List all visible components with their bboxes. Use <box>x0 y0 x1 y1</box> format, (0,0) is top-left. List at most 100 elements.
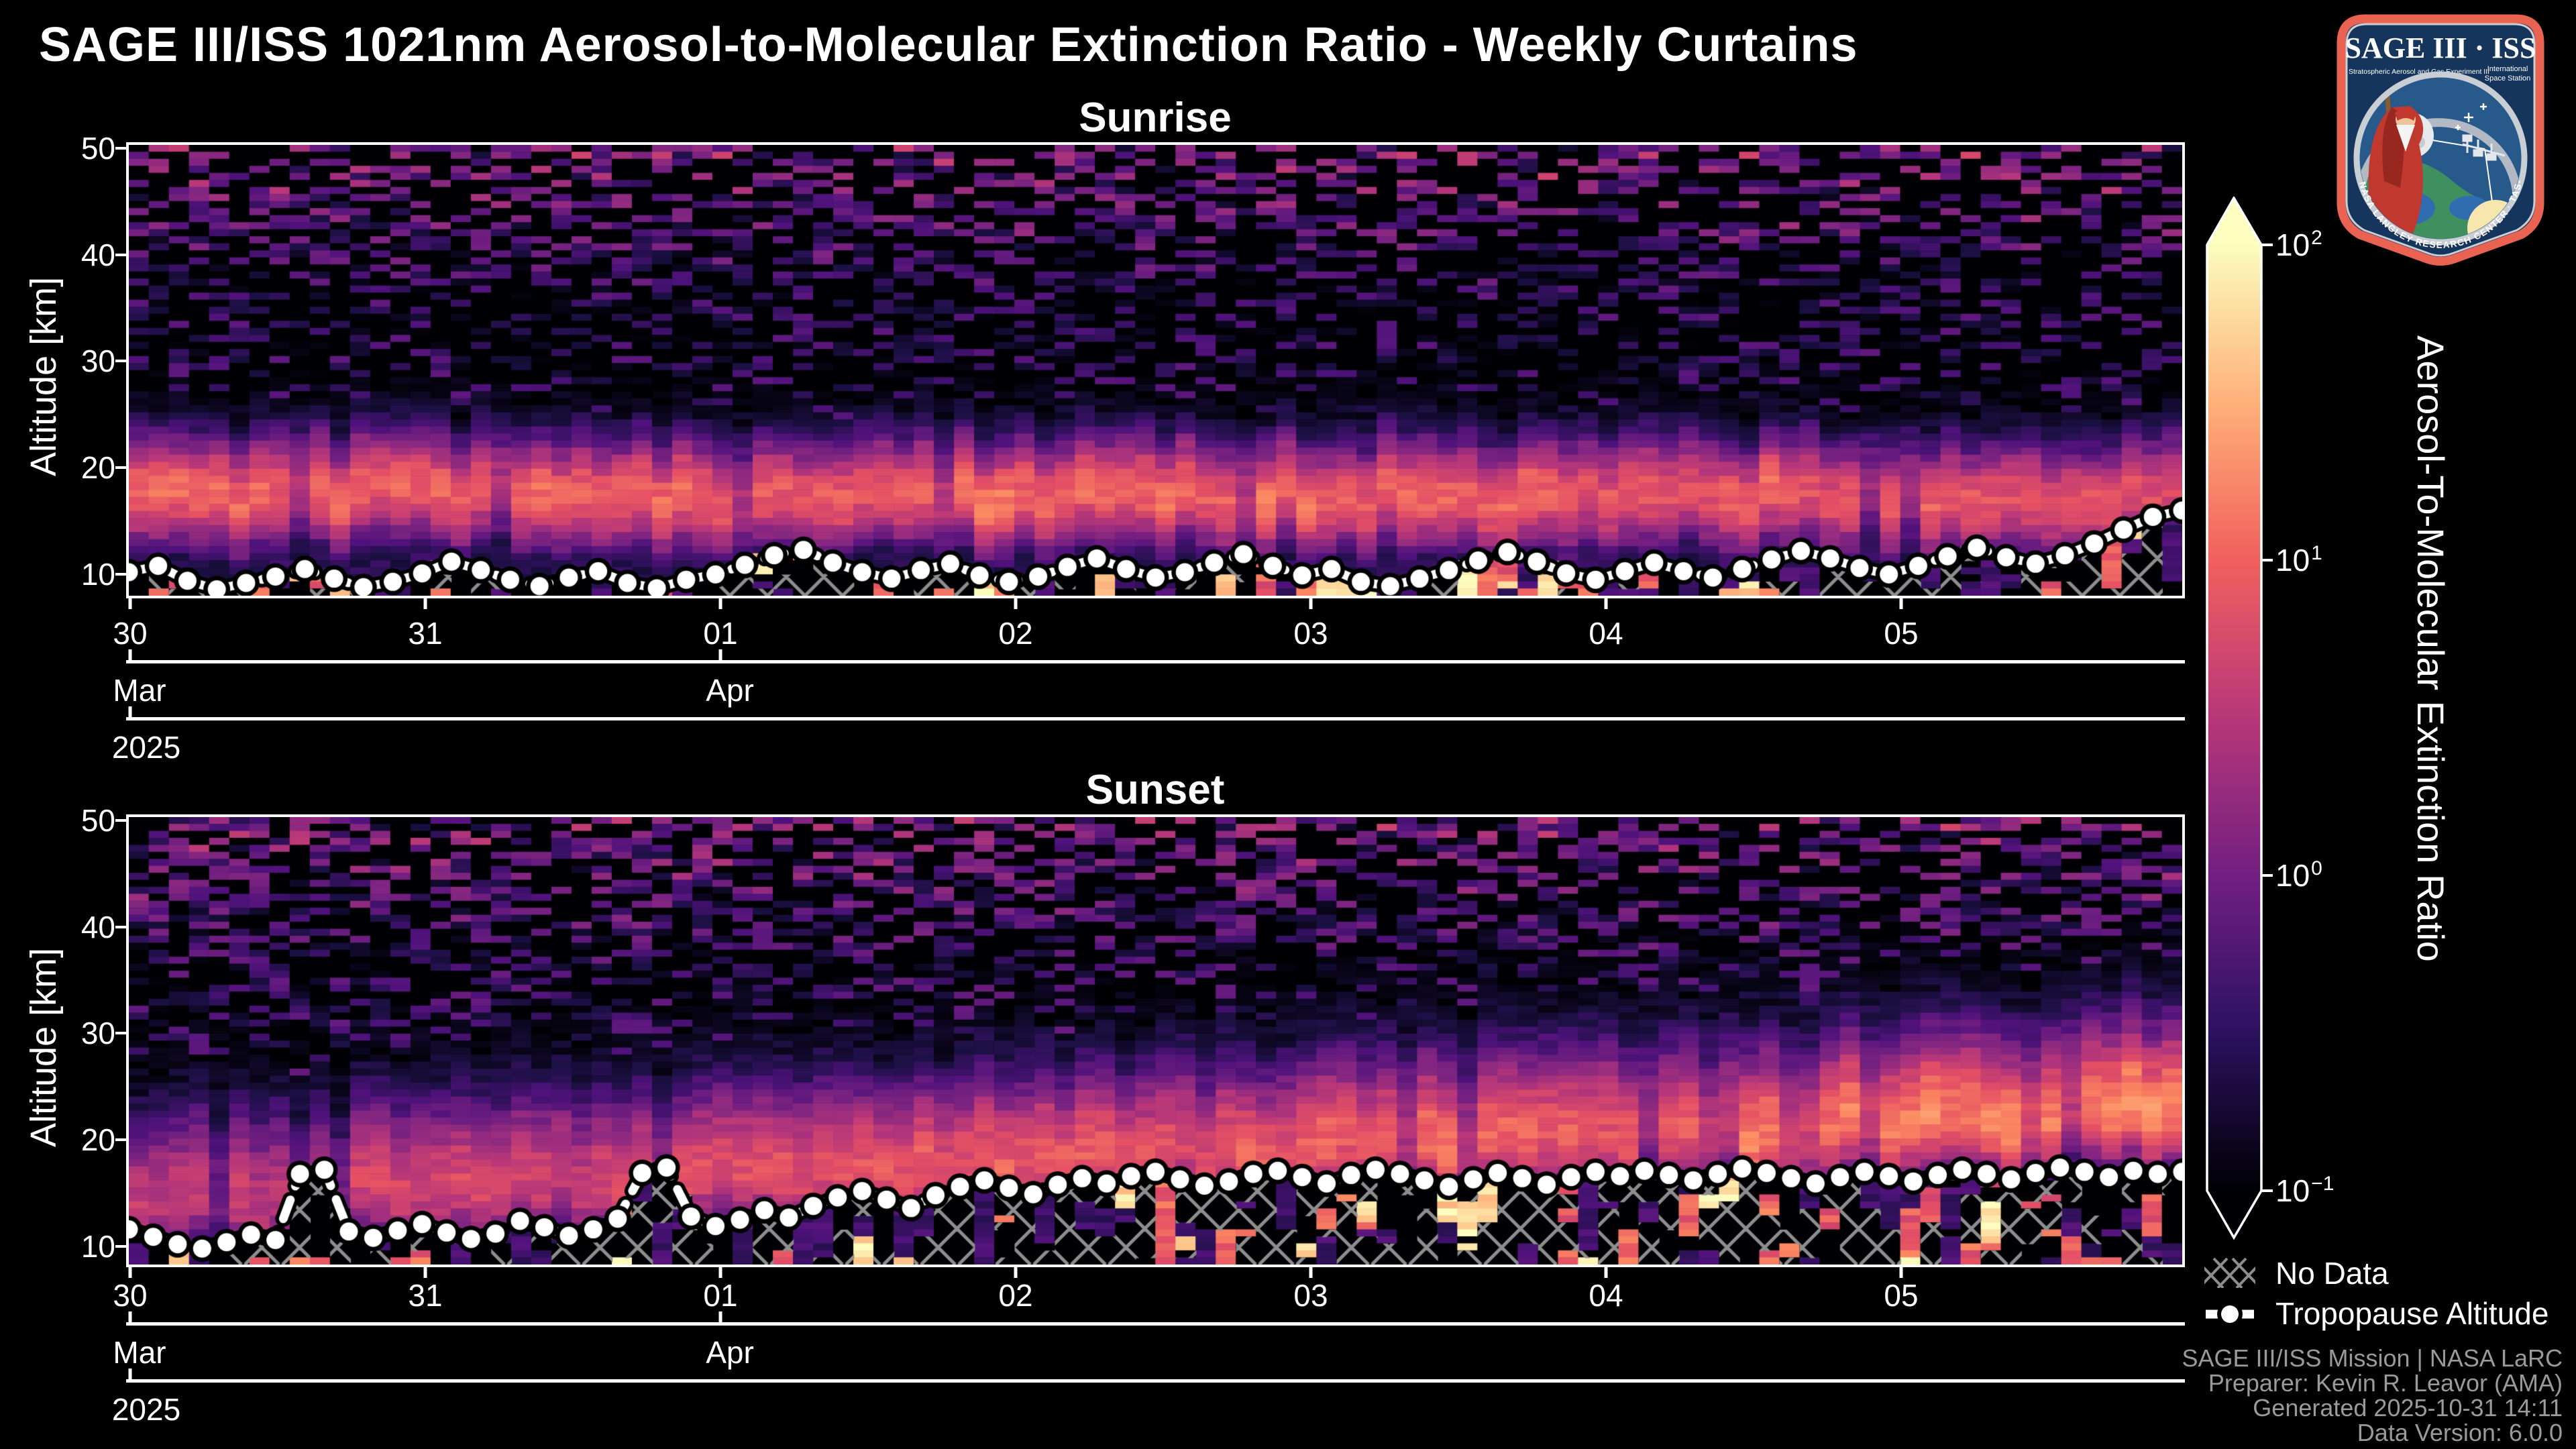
colorbar-tick-label: 100 <box>2275 857 2322 893</box>
y-tick-label: 10 <box>80 557 115 592</box>
legend-tropopause-label: Tropopause Altitude <box>2275 1296 2549 1331</box>
x-tick-mark <box>1014 1267 1018 1278</box>
sunrise-heatmap-canvas <box>129 145 2182 596</box>
x-tick-mark <box>128 598 132 609</box>
logo-iss-text-1: International <box>2487 65 2528 73</box>
y-tick-mark <box>115 1245 126 1248</box>
tropopause-swatch <box>2206 1301 2254 1327</box>
y-tick-mark <box>115 146 126 150</box>
month-tick-label: Mar <box>113 673 166 708</box>
y-tick-mark <box>115 1138 126 1142</box>
y-tick-mark <box>115 925 126 928</box>
x-tick-mark <box>1899 1267 1903 1278</box>
x-tick-label: 30 <box>113 616 148 651</box>
x-tick-mark <box>128 1267 132 1278</box>
y-tick-mark <box>115 466 126 470</box>
legend-no-data-label: No Data <box>2275 1256 2389 1291</box>
colorbar-tick-label: 101 <box>2275 542 2322 578</box>
x-tick-label: 02 <box>998 1278 1033 1313</box>
month-tick-mark <box>128 1311 132 1322</box>
x-tick-mark <box>1604 1267 1608 1278</box>
y-tick-label: 10 <box>80 1229 115 1264</box>
x-tick-label: 01 <box>703 1278 738 1313</box>
x-tick-mark <box>718 598 722 609</box>
colorbar-gradient <box>2206 197 2263 1240</box>
x-tick-mark <box>1014 598 1018 609</box>
year-tick-label: 2025 <box>111 730 181 765</box>
colorbar-axis-label: Aerosol-To-Molecular Extinction Ratio <box>2410 335 2452 962</box>
credit-line: SAGE III/ISS Mission | NASA LaRC <box>2182 1344 2563 1372</box>
x-tick-label: 04 <box>1589 1278 1623 1313</box>
y-tick-label: 50 <box>80 802 115 838</box>
x-tick-label: 31 <box>408 1278 443 1313</box>
y-tick-mark <box>115 1032 126 1035</box>
y-tick-label: 20 <box>80 1122 115 1158</box>
credit-line: Generated 2025-10-31 14:11 <box>2253 1394 2563 1421</box>
x-tick-mark <box>1309 598 1313 609</box>
x-tick-label: 05 <box>1884 1278 1919 1313</box>
logo-orbit-ring <box>2360 118 2521 209</box>
year-axis-line <box>126 1379 2185 1383</box>
y-tick-mark <box>115 573 126 576</box>
month-tick-mark <box>718 1311 722 1322</box>
x-tick-label: 02 <box>998 616 1033 651</box>
colorbar-tick-mark <box>2262 244 2273 246</box>
colorbar-tick-mark <box>2262 559 2273 561</box>
x-tick-label: 04 <box>1589 616 1623 651</box>
credits-block: SAGE III/ISS Mission | NASA LaRC Prepare… <box>2182 1346 2563 1445</box>
sunrise-panel-title: Sunrise <box>1079 95 1232 141</box>
month-tick-label: Apr <box>706 1335 754 1370</box>
x-tick-label: 30 <box>113 1278 148 1313</box>
logo-stars <box>2455 103 2487 130</box>
logo-iss-sketch <box>2462 134 2506 161</box>
year-axis-line <box>126 717 2185 720</box>
x-tick-mark <box>1309 1267 1313 1278</box>
page-title: SAGE III/ISS 1021nm Aerosol-to-Molecular… <box>39 18 1858 72</box>
y-tick-mark <box>115 253 126 256</box>
colorbar-tick-label: 10−1 <box>2275 1173 2334 1208</box>
x-tick-mark <box>423 598 427 609</box>
x-tick-label: 01 <box>703 616 738 651</box>
x-tick-mark <box>423 1267 427 1278</box>
x-tick-label: 03 <box>1293 1278 1328 1313</box>
month-tick-mark <box>128 649 132 660</box>
x-tick-label: 31 <box>408 616 443 651</box>
y-tick-label: 30 <box>80 343 115 379</box>
y-tick-label: 20 <box>80 450 115 486</box>
x-tick-label: 05 <box>1884 616 1919 651</box>
x-tick-mark <box>1899 598 1903 609</box>
y-tick-label: 40 <box>80 909 115 945</box>
y-tick-mark <box>115 818 126 822</box>
x-tick-label: 03 <box>1293 616 1328 651</box>
month-axis-line <box>126 1322 2185 1326</box>
credit-line: Data Version: 6.0.0 <box>2357 1419 2563 1446</box>
y-tick-label: 30 <box>80 1016 115 1051</box>
year-tick-mark <box>128 1368 132 1379</box>
colorbar-tick-mark <box>2262 1189 2273 1192</box>
logo-iss-text-2: Space Station <box>2485 74 2531 83</box>
year-tick-mark <box>128 706 132 717</box>
no-data-hatch-swatch <box>2204 1257 2255 1288</box>
sunset-panel-title: Sunset <box>1085 767 1225 813</box>
y-tick-mark <box>115 360 126 363</box>
colorbar-tick-label: 102 <box>2275 227 2322 262</box>
colorbar-tick-mark <box>2262 874 2273 877</box>
sunrise-plot-frame <box>126 142 2185 598</box>
colorbar <box>2206 197 2263 1240</box>
month-tick-mark <box>718 649 722 660</box>
logo-title: SAGE III · ISS <box>2345 32 2536 64</box>
sage-iii-iss-mission-logo: SAGE III · ISS Stratospheric Aerosol and… <box>2325 7 2544 266</box>
credit-line: Preparer: Kevin R. Leavor (AMA) <box>2208 1369 2563 1397</box>
y-tick-label: 40 <box>80 237 115 272</box>
sunset-heatmap-canvas <box>129 817 2182 1265</box>
y-tick-label: 50 <box>80 130 115 166</box>
month-tick-label: Mar <box>113 1335 166 1370</box>
month-tick-label: Apr <box>706 673 754 708</box>
sunset-plot-frame <box>126 814 2185 1267</box>
month-axis-line <box>126 660 2185 663</box>
x-tick-mark <box>718 1267 722 1278</box>
logo-wizard <box>2368 78 2424 238</box>
year-tick-label: 2025 <box>111 1392 181 1427</box>
x-tick-mark <box>1604 598 1608 609</box>
